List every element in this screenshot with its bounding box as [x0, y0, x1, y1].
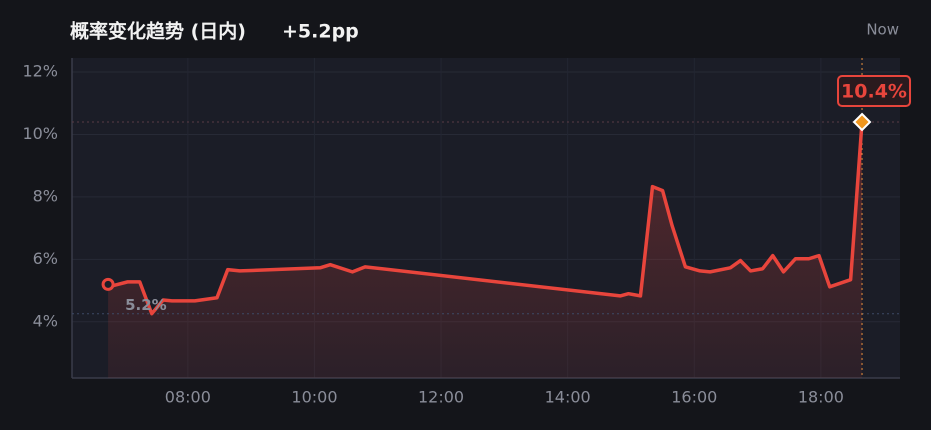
- x-tick-label: 16:00: [671, 388, 717, 407]
- x-tick-label: 08:00: [165, 388, 211, 407]
- y-tick-label: 12%: [22, 62, 58, 81]
- change-label: +5.2pp: [282, 21, 359, 43]
- y-tick-label: 10%: [22, 124, 58, 143]
- start-label: 5.2%: [125, 296, 167, 314]
- end-point: [852, 112, 872, 132]
- chart-title: 概率变化趋势 (日内): [70, 20, 246, 43]
- line: [107, 121, 864, 316]
- x-tick-label: 18:00: [798, 388, 844, 407]
- y-tick-label: 6%: [33, 249, 58, 268]
- x-tick-label: 14:00: [545, 388, 591, 407]
- x-tick-label: 12:00: [418, 388, 464, 407]
- end-label-box: [837, 75, 912, 107]
- start-point: [101, 277, 115, 291]
- y-tick-label: 8%: [33, 186, 58, 205]
- end-label: 10.4%: [841, 81, 907, 103]
- y-tick-label: 4%: [33, 311, 58, 330]
- x-tick-label: 10:00: [291, 388, 337, 407]
- now-label: Now: [866, 21, 899, 39]
